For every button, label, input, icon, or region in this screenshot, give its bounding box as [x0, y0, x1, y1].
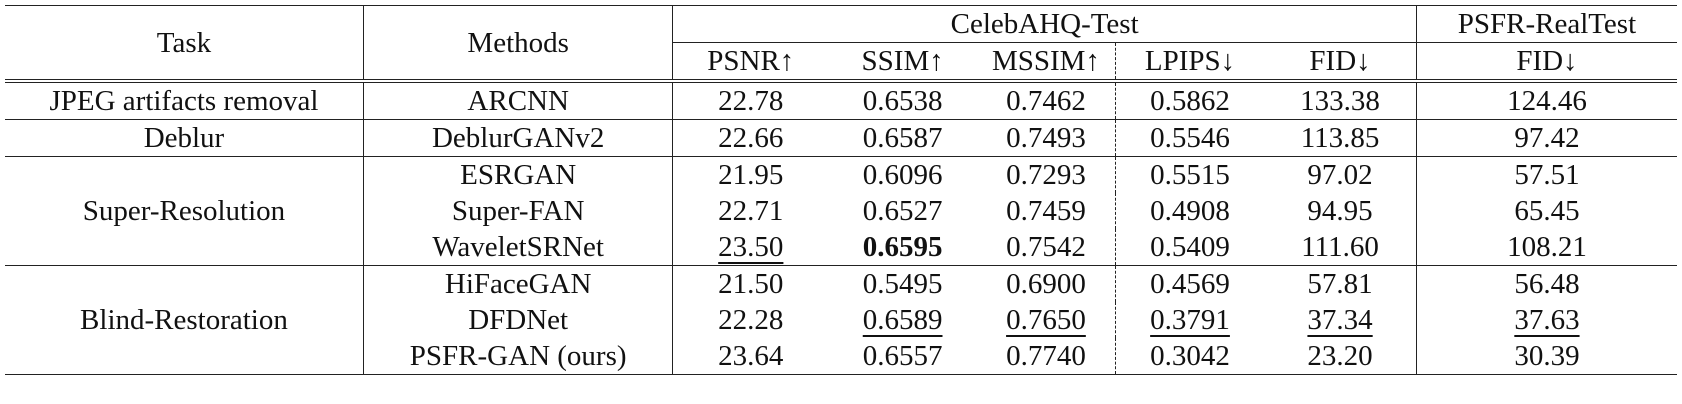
second-best-value: 0.7650 [1006, 304, 1086, 336]
fid-cell: 23.20 [1264, 338, 1417, 375]
lpips-cell: 0.3042 [1115, 338, 1265, 375]
ssim-cell: 0.6096 [862, 159, 943, 191]
mssim-cell: 0.7493 [977, 119, 1116, 157]
header-ssim: SSIM↑ [828, 42, 978, 83]
mssim-cell: 0.6900 [977, 265, 1116, 302]
table-row: Super-FAN 22.71 0.6527 0.7459 0.4908 94.… [5, 193, 1677, 229]
header-lpips: LPIPS↓ [1115, 42, 1265, 83]
psnr-cell: 21.95 [718, 159, 784, 191]
header-celebahq-test: CelebAHQ-Test [672, 5, 1417, 43]
task-cell: Deblur [5, 119, 364, 157]
table-row: Super-Resolution ESRGAN 21.95 0.6096 0.7… [5, 156, 1677, 266]
table-row: Deblur DeblurGANv2 22.66 0.6587 0.7493 0… [5, 119, 1677, 157]
psnr-cell: 23.64 [672, 338, 829, 375]
fid-cell: 113.85 [1264, 119, 1417, 157]
psnr-cell: 22.71 [718, 195, 784, 227]
method-cell: HiFaceGAN [363, 265, 674, 302]
fid-realtest-cell: 97.42 [1416, 119, 1677, 157]
method-cell: PSFR-GAN (ours) [363, 338, 674, 375]
psnr-cell: 21.50 [718, 268, 784, 300]
mssim-cell: 0.7740 [977, 338, 1116, 375]
table-row: JPEG artifacts removal ARCNN 22.78 0.653… [5, 81, 1677, 120]
header-methods: Methods [363, 5, 674, 83]
psnr-cell: 23.50 [672, 229, 829, 266]
psnr-cell: 22.66 [672, 119, 829, 157]
mssim-cell: 0.7459 [977, 193, 1116, 229]
header-row-1: Task Methods CelebAHQ-Test PSFR-RealTest [5, 5, 1677, 83]
table-row: PSFR-GAN (ours) 23.64 0.6557 0.7740 0.30… [5, 338, 1677, 375]
fid-realtest-cell: 30.39 [1416, 338, 1677, 375]
second-best-value: 37.34 [1307, 304, 1373, 336]
table-row: Blind-Restoration HiFaceGAN 21.50 0.5495… [5, 265, 1677, 375]
ssim-cell: 0.6589 [828, 302, 977, 338]
method-cell: ESRGAN [363, 156, 674, 193]
method-cell: WaveletSRNet [363, 229, 674, 266]
header-fid-realtest: FID↓ [1416, 42, 1677, 83]
lpips-cell: 0.5862 [1115, 81, 1265, 120]
lpips-cell: 0.4569 [1150, 268, 1230, 300]
fid-cell: 133.38 [1264, 81, 1417, 120]
best-value: 0.6595 [862, 231, 943, 263]
ssim-cell: 0.6587 [828, 119, 978, 157]
second-best-value: 0.3791 [1150, 304, 1230, 336]
header-task: Task [5, 5, 364, 83]
lpips-cell: 0.3791 [1115, 302, 1264, 338]
method-cell: DeblurGANv2 [363, 119, 674, 157]
mssim-cell: 0.7293 [977, 156, 1116, 193]
table-row: WaveletSRNet 23.50 0.6595 0.7542 0.5409 … [5, 229, 1677, 266]
fid-cell: 97.02 [1264, 156, 1417, 193]
psnr-cell: 22.28 [718, 304, 784, 336]
fid-cell: 94.95 [1264, 193, 1417, 229]
fid-cell: 111.60 [1264, 229, 1417, 266]
ssim-cell: 0.6557 [828, 338, 978, 375]
lpips-cell: 0.5409 [1115, 229, 1265, 266]
ssim-cell: 0.6595 [828, 229, 978, 266]
method-cell: DFDNet [363, 302, 674, 338]
task-cell: JPEG artifacts removal [5, 81, 364, 120]
fid-realtest-cell: 56.48 [1514, 268, 1580, 300]
header-psfr-realtest: PSFR-RealTest [1416, 5, 1677, 43]
results-table: Task Methods CelebAHQ-Test PSFR-RealTest… [5, 5, 1677, 375]
table-row: DFDNet 22.28 0.6589 0.7650 0.3791 37.34 … [5, 302, 1677, 338]
fid-realtest-cell: 57.51 [1514, 159, 1580, 191]
task-cell: Blind-Restoration [5, 265, 364, 375]
ssim-cell: 0.5495 [862, 268, 943, 300]
psnr-cell: 22.78 [672, 81, 829, 120]
header-fid: FID↓ [1264, 42, 1417, 83]
ssim-cell: 0.6538 [828, 81, 978, 120]
lpips-cell: 0.4908 [1150, 195, 1230, 227]
fid-cell: 37.34 [1264, 302, 1417, 338]
mssim-cell: 0.7650 [977, 302, 1116, 338]
header-mssim: MSSIM↑ [977, 42, 1116, 83]
fid-realtest-cell: 124.46 [1416, 81, 1677, 120]
second-best-value: 23.50 [718, 231, 784, 263]
lpips-cell: 0.5515 [1150, 159, 1230, 191]
method-cell: Super-FAN [363, 193, 674, 229]
mssim-cell: 0.7462 [977, 81, 1116, 120]
ssim-cell: 0.6527 [862, 195, 943, 227]
header-psnr: PSNR↑ [672, 42, 829, 83]
fid-cell: 57.81 [1264, 265, 1417, 302]
fid-realtest-cell: 37.63 [1416, 302, 1677, 338]
fid-realtest-cell: 108.21 [1416, 229, 1677, 266]
mssim-cell: 0.7542 [977, 229, 1116, 266]
lpips-cell: 0.5546 [1115, 119, 1265, 157]
fid-realtest-cell: 65.45 [1514, 195, 1580, 227]
method-cell: ARCNN [363, 81, 674, 120]
second-best-value: 0.6589 [862, 304, 943, 336]
task-cell: Super-Resolution [5, 156, 364, 266]
header-row-2: PSNR↑ SSIM↑ MSSIM↑ LPIPS↓ FID↓ FID↓ [5, 42, 1677, 83]
second-best-value: 37.63 [1514, 304, 1580, 336]
